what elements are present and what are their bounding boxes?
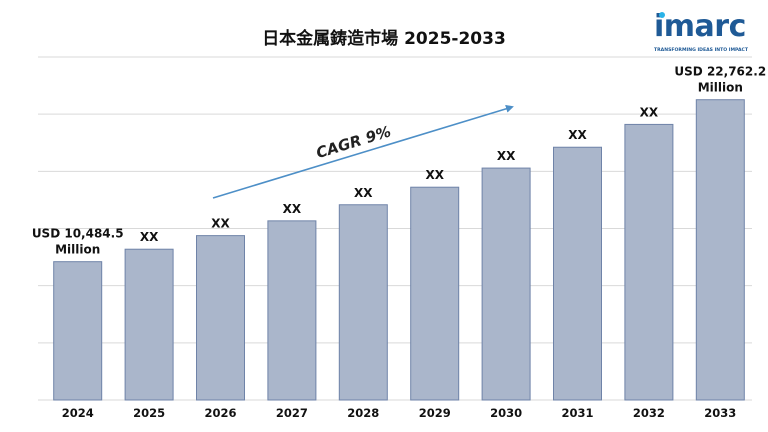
tick-label-2027: 2027	[276, 406, 308, 420]
data-label-2027: XX	[283, 202, 302, 216]
tick-label-2029: 2029	[419, 406, 451, 420]
tick-label-2033: 2033	[704, 406, 736, 420]
bars	[53, 99, 745, 401]
tick-label-2032: 2032	[633, 406, 665, 420]
bar-2027	[267, 220, 317, 401]
chart-title: 日本金属鋳造市場 2025-2033	[262, 29, 506, 49]
tick-label-2025: 2025	[133, 406, 165, 420]
bar-2026	[196, 235, 245, 401]
data-label-2024: USD 10,484.5 Million	[32, 227, 124, 257]
tick-label-2024: 2024	[62, 406, 94, 420]
tick-label-2028: 2028	[347, 406, 379, 420]
data-labels: USD 10,484.5 Million XX XX XX XX XX XX XX XX USD 2…	[32, 65, 766, 257]
imarc-logo: imarc TRANSFORMING IDEAS INTO IMPACT	[652, 8, 762, 56]
data-label-2033: USD 22,762.2 Million	[674, 65, 766, 95]
bar-2031	[553, 146, 602, 401]
bar-2025	[124, 248, 174, 401]
data-label-2028: XX	[354, 186, 373, 200]
cagr-annotation: CAGR 9%	[212, 104, 514, 199]
data-label-2032: XX	[640, 105, 659, 119]
bar-2029	[410, 186, 460, 401]
bar-2024	[53, 261, 103, 401]
tick-label-2030: 2030	[490, 406, 522, 420]
bar-2028	[338, 204, 388, 401]
tick-label-2026: 2026	[204, 406, 236, 420]
logo-wordmark: imarc	[654, 9, 746, 44]
tick-label-2031: 2031	[561, 406, 593, 420]
cagr-label: CAGR 9%	[314, 122, 393, 162]
x-tick-labels: 2024 2025 2026 2027 2028 2029 2030 2031 2032 2033	[62, 406, 737, 420]
data-label-2030: XX	[497, 149, 516, 163]
data-label-2031: XX	[568, 128, 587, 142]
logo-tagline: TRANSFORMING IDEAS INTO IMPACT	[654, 48, 749, 53]
data-label-2029: XX	[425, 168, 444, 182]
data-label-2025: XX	[140, 230, 159, 244]
bar-2030	[481, 167, 531, 401]
data-label-2026: XX	[211, 217, 230, 231]
bar-2032	[624, 123, 674, 401]
bar-2033	[695, 99, 745, 401]
logo-dot-icon	[659, 12, 665, 18]
cagr-arrow	[212, 104, 514, 199]
